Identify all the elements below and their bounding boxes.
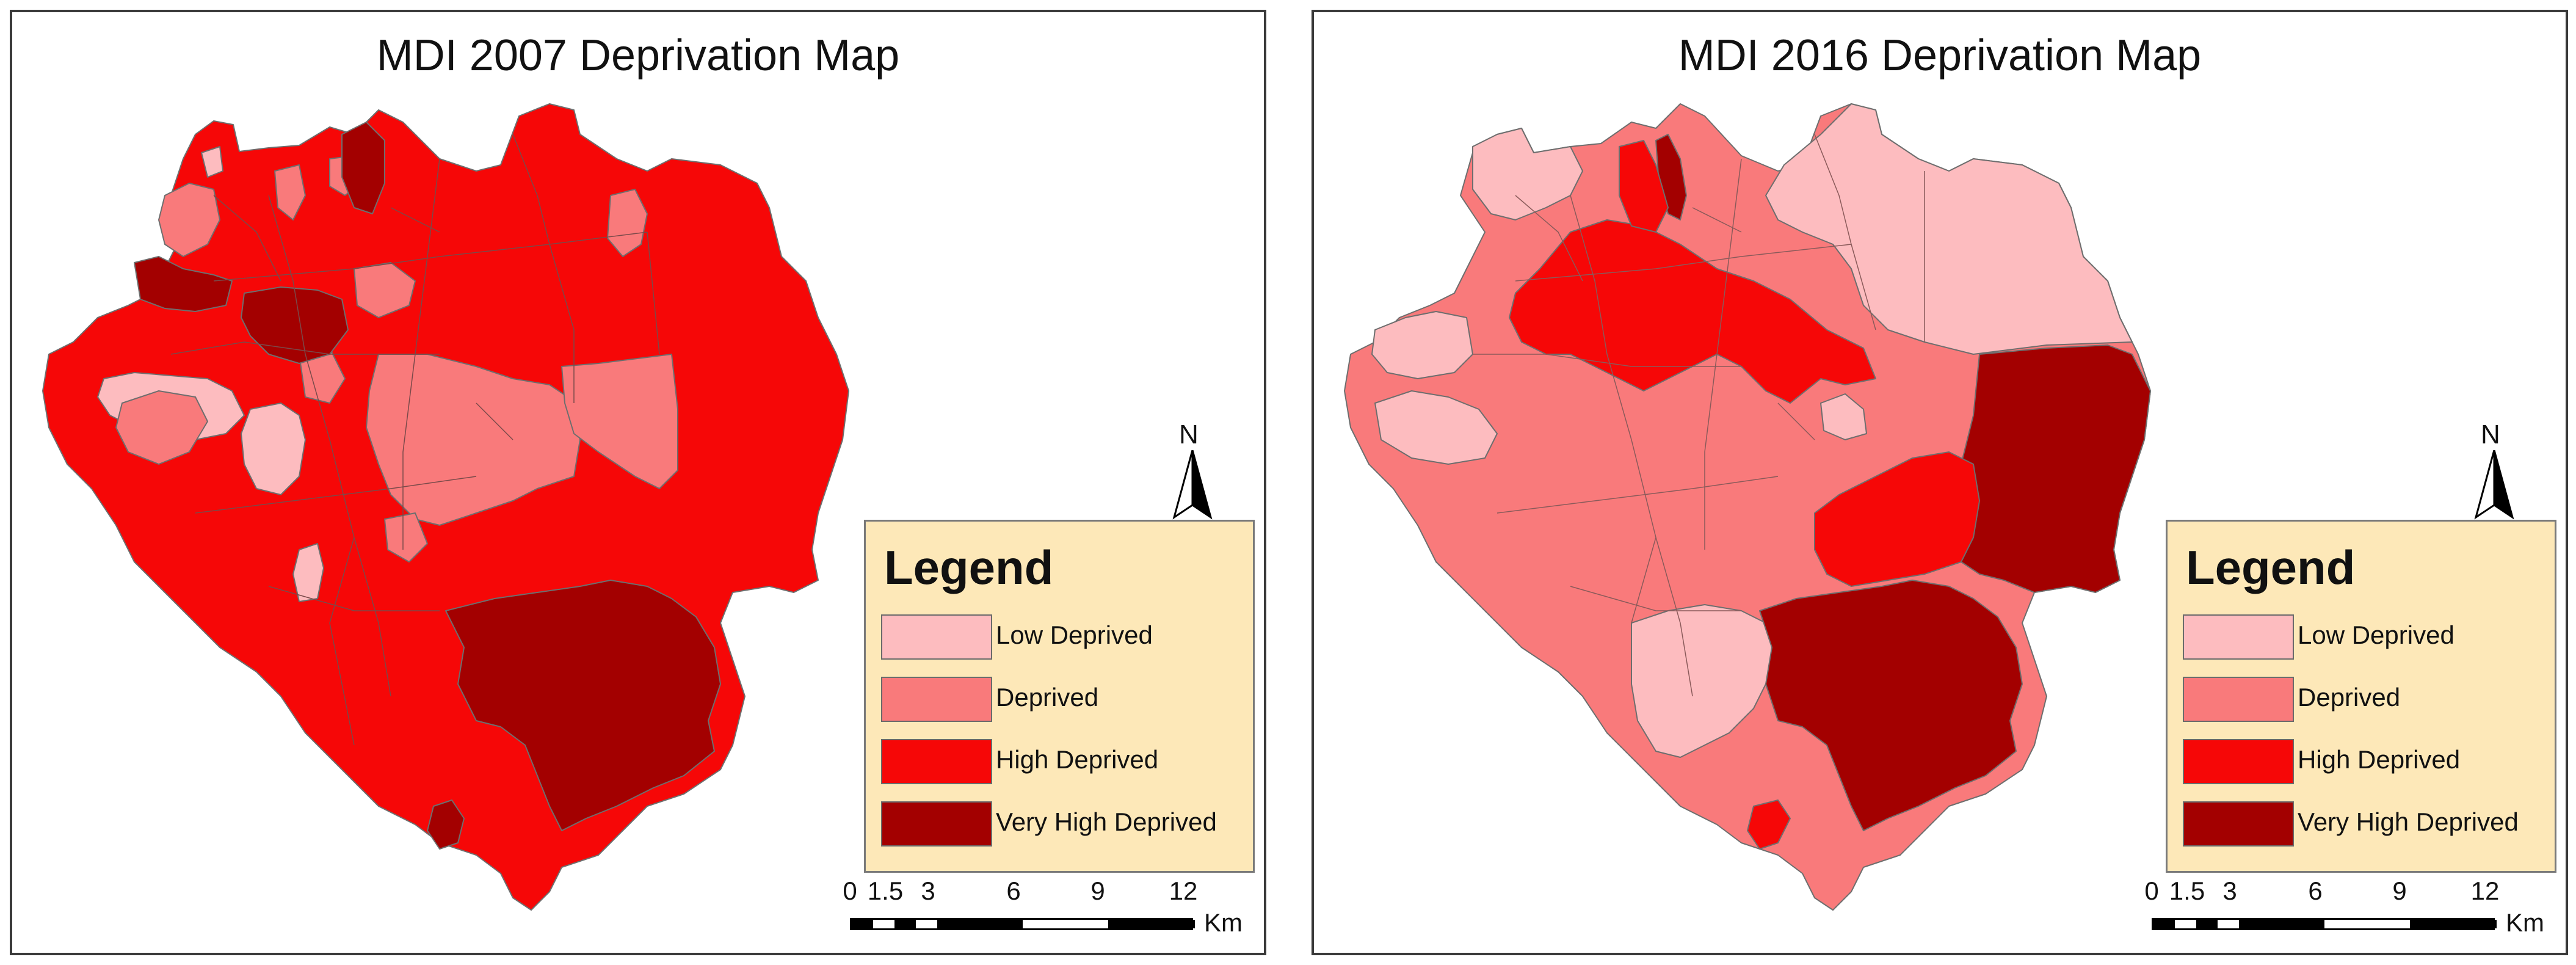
legend-item: Low Deprived <box>881 614 1247 661</box>
boundary-lines <box>170 134 660 746</box>
region-high-n <box>1619 140 1669 233</box>
legend-swatch-low <box>2183 614 2294 660</box>
region-vhigh-se <box>445 580 721 831</box>
scale-tick: 3 <box>921 876 935 905</box>
north-label: N <box>2481 420 2500 450</box>
region-low-ne <box>1765 103 2133 355</box>
north-arrow: N <box>1168 420 1217 523</box>
scale-bar-graphic <box>2152 918 2497 930</box>
region-dep-nw <box>158 183 220 257</box>
region-dep-cn <box>354 262 416 318</box>
legend-item: Deprived <box>881 677 1247 723</box>
scale-tick: 9 <box>2392 876 2407 905</box>
scale-segment <box>1108 920 1195 928</box>
legend-label: Very High Deprived <box>2298 807 2519 836</box>
scale-tick: 3 <box>2222 876 2237 905</box>
scale-bar: 0 1.5 3 6 9 12 Km <box>836 876 1264 956</box>
legend-swatch-very-high <box>2183 801 2294 847</box>
region-dep-e <box>561 354 678 489</box>
region-vhigh-e <box>1954 344 2151 593</box>
scale-tick: 0 <box>843 876 857 905</box>
region-low-c <box>241 402 306 495</box>
region-low-s <box>1631 604 1779 758</box>
legend-swatch-very-high <box>881 801 992 847</box>
legend-label: High Deprived <box>2298 745 2461 774</box>
region-dep-c <box>366 354 581 526</box>
region-dep-ne <box>607 189 648 257</box>
north-arrow: N <box>2470 420 2519 523</box>
scale-tick: 12 <box>2470 876 2500 905</box>
boundary-lines <box>1473 134 1925 697</box>
legend-label: Deprived <box>2298 683 2401 712</box>
legend-item: High Deprived <box>881 739 1247 785</box>
region-low-w2 <box>1374 390 1498 465</box>
north-label: N <box>1179 420 1199 450</box>
scale-unit: Km <box>2506 908 2544 937</box>
legend-item: Very High Deprived <box>881 801 1247 848</box>
legend-title: Legend <box>2186 541 2356 594</box>
legend: Legend Low Deprived Deprived High Depriv… <box>864 520 1255 873</box>
legend-swatch-high <box>881 739 992 784</box>
map-title: MDI 2007 Deprivation Map <box>376 31 900 80</box>
legend-label: Low Deprived <box>2298 621 2454 649</box>
scale-tick: 0 <box>2144 876 2159 905</box>
scale-tick: 9 <box>1090 876 1105 905</box>
north-arrow-icon <box>1172 450 1213 520</box>
scale-segment <box>2239 920 2324 928</box>
map-panel-2007: MDI 2007 Deprivation Map <box>10 10 1266 955</box>
map-panel-2016: MDI 2016 Deprivation Map <box>1312 10 2568 955</box>
legend: Legend Low Deprived Deprived High Depriv… <box>2166 520 2556 873</box>
legend-swatch-low <box>881 614 992 660</box>
legend-item: High Deprived <box>2183 739 2549 785</box>
scale-segment <box>894 920 916 928</box>
legend-swatch-deprived <box>2183 677 2294 722</box>
region-high-c <box>1509 219 1876 404</box>
scale-segment <box>937 920 1023 928</box>
legend-label: High Deprived <box>996 745 1159 774</box>
scale-tick: 1.5 <box>2169 876 2205 905</box>
deprivation-map-2016 <box>1344 103 2151 911</box>
legend-item: Deprived <box>2183 677 2549 723</box>
map-title: MDI 2016 Deprivation Map <box>1678 31 2202 80</box>
scale-tick: 1.5 <box>867 876 904 905</box>
region-vhigh-w <box>134 256 233 312</box>
scale-unit: Km <box>1204 908 1243 937</box>
legend-item: Low Deprived <box>2183 614 2549 661</box>
legend-swatch-deprived <box>881 677 992 722</box>
scale-segment <box>2410 920 2497 928</box>
scale-segment <box>2196 920 2218 928</box>
region-dep-n1 <box>274 164 306 220</box>
region-vhigh-s <box>427 799 465 850</box>
region-high-e <box>1814 451 1980 587</box>
scale-segment <box>852 920 873 928</box>
scale-tick: 6 <box>2308 876 2323 905</box>
legend-label: Very High Deprived <box>996 807 1217 836</box>
region-low-nw <box>1472 128 1583 220</box>
region-low-n <box>201 146 223 178</box>
region-vhigh-n <box>341 122 385 214</box>
scale-bar: 0 1.5 3 6 9 12 Km <box>2138 876 2566 956</box>
legend-item: Very High Deprived <box>2183 801 2549 848</box>
scale-tick: 12 <box>1169 876 1198 905</box>
region-dep-w <box>115 390 208 465</box>
legend-swatch-high <box>2183 739 2294 784</box>
region-low-c <box>1820 393 1867 440</box>
scale-segment <box>2153 920 2175 928</box>
legend-label: Deprived <box>996 683 1099 712</box>
legend-title: Legend <box>884 541 1054 594</box>
region-vhigh-se <box>1759 580 2023 831</box>
scale-tick: 6 <box>1006 876 1021 905</box>
deprivation-map-2007 <box>42 103 849 911</box>
region-high-s <box>1747 799 1791 850</box>
region-dep-cs <box>384 512 428 563</box>
scale-bar-graphic <box>850 918 1195 930</box>
region-low-s <box>292 543 324 602</box>
legend-label: Low Deprived <box>996 621 1153 649</box>
north-arrow-icon <box>2474 450 2514 520</box>
region-low-w1 <box>1371 311 1473 379</box>
